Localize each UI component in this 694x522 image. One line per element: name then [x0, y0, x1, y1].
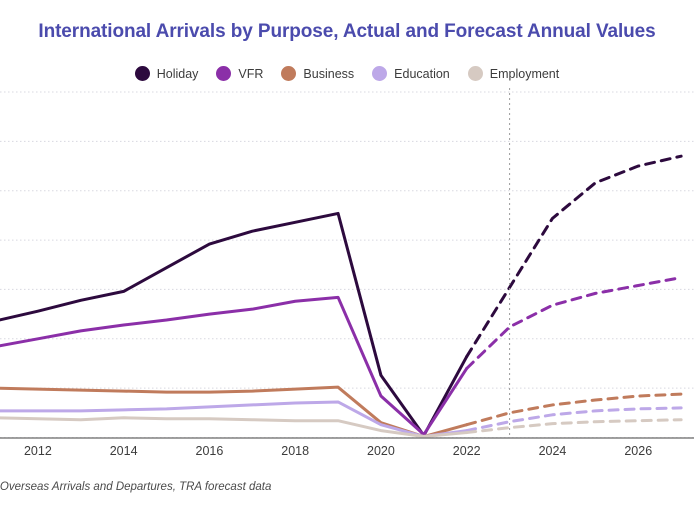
legend-item-education[interactable]: Education — [372, 66, 450, 81]
series-line-business-forecast — [465, 392, 683, 427]
x-tick-labels: 2012 2014 2016 2018 2020 2022 2024 2026 — [24, 444, 652, 458]
series-line-education-forecast — [465, 406, 683, 433]
legend-item-vfr[interactable]: VFR — [216, 66, 263, 81]
chart-title: International Arrivals by Purpose, Actua… — [38, 21, 656, 42]
series-line-vfr-actual — [0, 295, 469, 437]
x-tick-2012: 2012 — [24, 444, 52, 458]
series-lines — [0, 154, 683, 439]
x-tick-2026: 2026 — [624, 444, 652, 458]
legend-label-employment: Employment — [489, 66, 560, 81]
series-line-holiday-actual — [0, 211, 469, 438]
legend-swatch-employment — [467, 66, 483, 81]
series-line-employment-actual — [0, 416, 469, 439]
series-line-holiday-forecast — [465, 154, 683, 359]
x-tick-2018: 2018 — [281, 444, 309, 458]
legend-item-business[interactable]: Business — [281, 66, 354, 81]
x-tick-2024: 2024 — [539, 444, 567, 458]
legend-label-education: Education — [394, 66, 450, 81]
x-tick-2022: 2022 — [453, 444, 481, 458]
series-line-education-actual — [0, 400, 469, 439]
series-line-business-actual — [0, 385, 469, 439]
series-line-vfr-forecast — [465, 276, 683, 370]
legend-item-holiday[interactable]: Holiday — [134, 66, 199, 81]
legend-item-employment[interactable]: Employment — [467, 66, 560, 81]
legend-label-holiday: Holiday — [156, 66, 199, 81]
legend-swatch-business — [281, 66, 297, 81]
legend-swatch-education — [372, 66, 388, 81]
x-tick-2020: 2020 — [367, 444, 395, 458]
chart-legend: Holiday VFR Business Education Employmen… — [0, 66, 694, 81]
legend-swatch-holiday — [134, 66, 150, 81]
x-tick-2014: 2014 — [110, 444, 138, 458]
legend-swatch-vfr — [216, 66, 232, 81]
source-note: s: ABS Overseas Arrivals and Departures,… — [0, 481, 272, 493]
legend-label-vfr: VFR — [238, 66, 264, 81]
series-line-employment-forecast — [465, 418, 683, 435]
x-tick-2016: 2016 — [196, 444, 224, 458]
legend-label-business: Business — [303, 66, 355, 81]
gridlines — [0, 91, 694, 438]
